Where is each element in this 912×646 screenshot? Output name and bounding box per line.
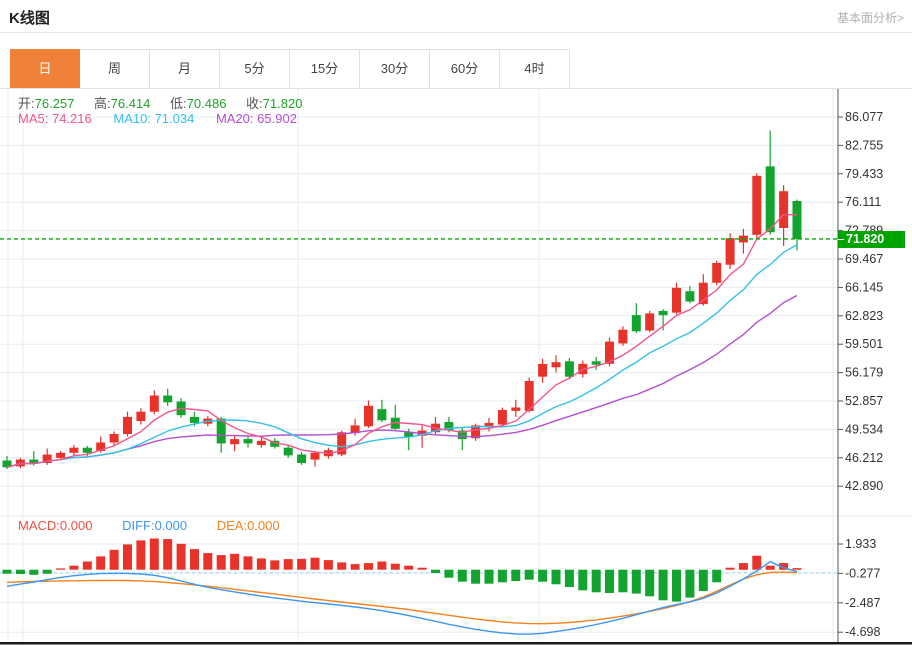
ma5-line [6,213,798,468]
price-axis-label: 46.212 [845,451,883,465]
candles [2,130,802,469]
macd-axis-label: 1.933 [845,537,876,551]
tab-4hour[interactable]: 4时 [500,49,570,88]
low-value: 70.486 [186,96,227,111]
header: K线图 基本面分析> [0,0,912,33]
macd-axis-label: -2.487 [845,596,880,610]
tab-day[interactable]: 日 [10,49,80,88]
ma10-value: 71.034 [154,111,195,126]
kline-chart-canvas[interactable]: 86.07782.75579.43376.11172.78969.46766.1… [0,89,912,645]
price-axis-label: 62.823 [845,309,883,323]
ma20-label: MA20: [215,111,254,126]
macd-readout: MACD:0.000 DIFF:0.000 DEA:0.000 [18,518,306,533]
open-value: 76.257 [34,96,75,111]
price-axis-label: 82.755 [845,138,883,152]
high-label: 高: [94,96,111,111]
tab-15min[interactable]: 15分 [290,49,360,88]
price-axis-label: 69.467 [845,252,883,266]
tab-week[interactable]: 周 [80,49,150,88]
dea-label: DEA: [216,518,248,533]
tab-30min[interactable]: 30分 [360,49,430,88]
chart-bottom-border [0,642,912,645]
fundamental-analysis-link[interactable]: 基本面分析> [836,11,904,25]
ma20-line [6,294,798,468]
high-value: 76.414 [110,96,151,111]
tab-5min[interactable]: 5分 [220,49,290,88]
diff-value: 0.000 [154,518,188,533]
price-axis-label: 56.179 [845,366,883,380]
current-price-tag: 71.820 [838,231,905,248]
diff-label: DIFF: [122,518,155,533]
price-axis-label: 59.501 [845,337,883,351]
tab-month[interactable]: 月 [150,49,220,88]
close-value: 71.820 [262,96,303,111]
dea-line [6,571,798,625]
price-axis-label: 52.857 [845,394,883,408]
price-axis-label: 42.890 [845,479,883,493]
tab-60min[interactable]: 60分 [430,49,500,88]
price-axis-label: 49.534 [845,422,883,436]
diff-line [6,560,798,635]
timeframe-tabbar: 日 周 月 5分 15分 30分 60分 4时 [0,49,912,89]
macd-axis: 1.933 -0.277 -2.487 -4.698 [0,537,880,639]
macd-axis-label: -4.698 [845,625,880,639]
vertical-gridlines [7,89,834,642]
macd-value: 0.000 [59,518,93,533]
price-axis-label: 66.145 [845,280,883,294]
price-axis-label: 86.077 [845,110,883,124]
ma20-value: 65.902 [257,111,297,126]
macd-label: MACD: [18,518,60,533]
ma10-line [6,244,798,468]
dea-value: 0.000 [247,518,280,533]
page-title: K线图 [9,10,50,27]
ma10-label: MA10: [113,111,151,126]
ma5-value: 74.216 [51,111,92,126]
macd-histogram [2,538,802,602]
price-axis-label: 79.433 [845,167,883,181]
ma5-label: MA5: [18,111,49,126]
macd-axis-label: -0.277 [845,566,880,580]
close-label: 收: [246,96,263,111]
low-label: 低: [170,96,187,111]
ma-readout: MA5: 74.216 MA10: 71.034 MA20: 65.902 [18,111,315,126]
open-label: 开: [18,96,35,111]
kline-chart: 86.07782.75579.43376.11172.78969.46766.1… [0,89,912,645]
price-axis-label: 76.111 [845,195,881,209]
ohlc-readout: 开:76.257 高:76.414 低:70.486 收:71.820 [18,93,318,112]
